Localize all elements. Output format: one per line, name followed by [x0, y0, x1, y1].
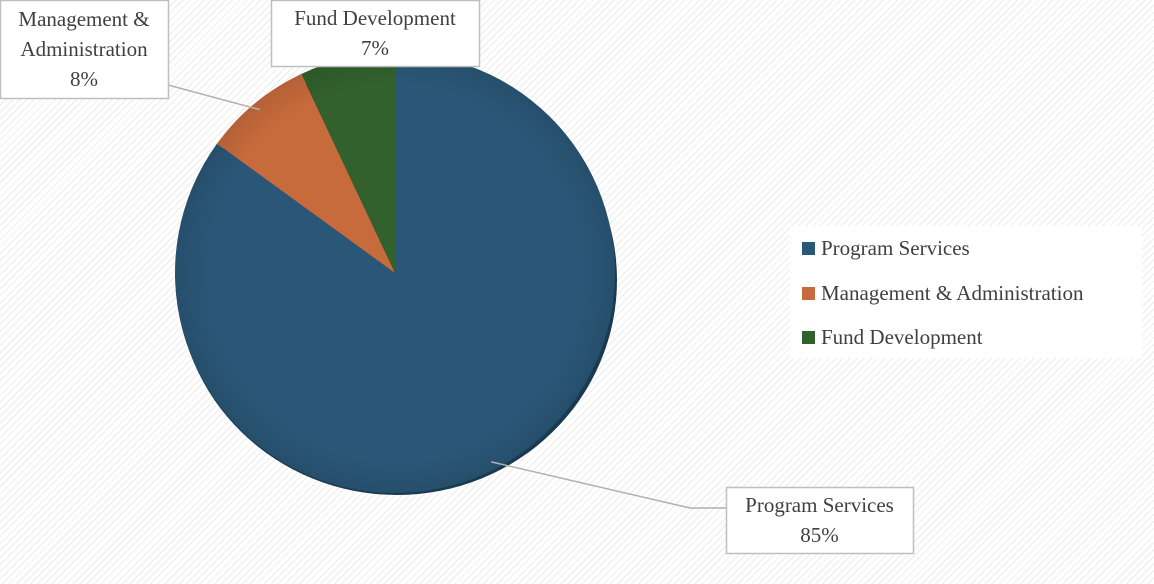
data-label-program-services: Program Services 85%: [725, 486, 915, 555]
data-label-box-management-administration: [0, 0, 170, 100]
data-label-text-program-services-0: Program Services: [745, 493, 894, 517]
data-label-text-management-administration-1: Administration: [20, 37, 148, 61]
legend-item-program-services[interactable]: Program Services: [802, 236, 970, 260]
data-label-text-fund-development-0: Fund Development: [294, 6, 456, 30]
legend-label-fund-development: Fund Development: [821, 324, 983, 349]
data-label-fund-development: Fund Development 7%: [270, 0, 481, 68]
data-label-box-fund-development: [270, 0, 481, 68]
legend-item-fund-development[interactable]: Fund Development: [802, 325, 983, 349]
data-label-text-management-administration-2: 8%: [70, 67, 98, 91]
legend-swatch-program-services: [802, 241, 815, 255]
legend-label-program-services: Program Services: [821, 235, 970, 260]
leader-line-program-services: [491, 461, 726, 509]
data-label-management-administration: Management & Administration 8%: [0, 0, 170, 100]
data-label-text-fund-development-1: 7%: [361, 36, 389, 60]
legend-swatch-management-administration: [802, 286, 815, 300]
legend-item-management-administration[interactable]: Management & Administration: [802, 281, 1083, 305]
legend: Program Services Management & Administra…: [790, 226, 1142, 358]
data-label-box-program-services: [725, 486, 915, 555]
data-label-text-management-administration-0: Management &: [18, 7, 149, 31]
legend-label-management-administration: Management & Administration: [821, 280, 1084, 305]
leader-line-management-administration: [167, 84, 261, 111]
legend-swatch-fund-development: [802, 330, 815, 344]
data-label-text-program-services-1: 85%: [800, 523, 839, 547]
